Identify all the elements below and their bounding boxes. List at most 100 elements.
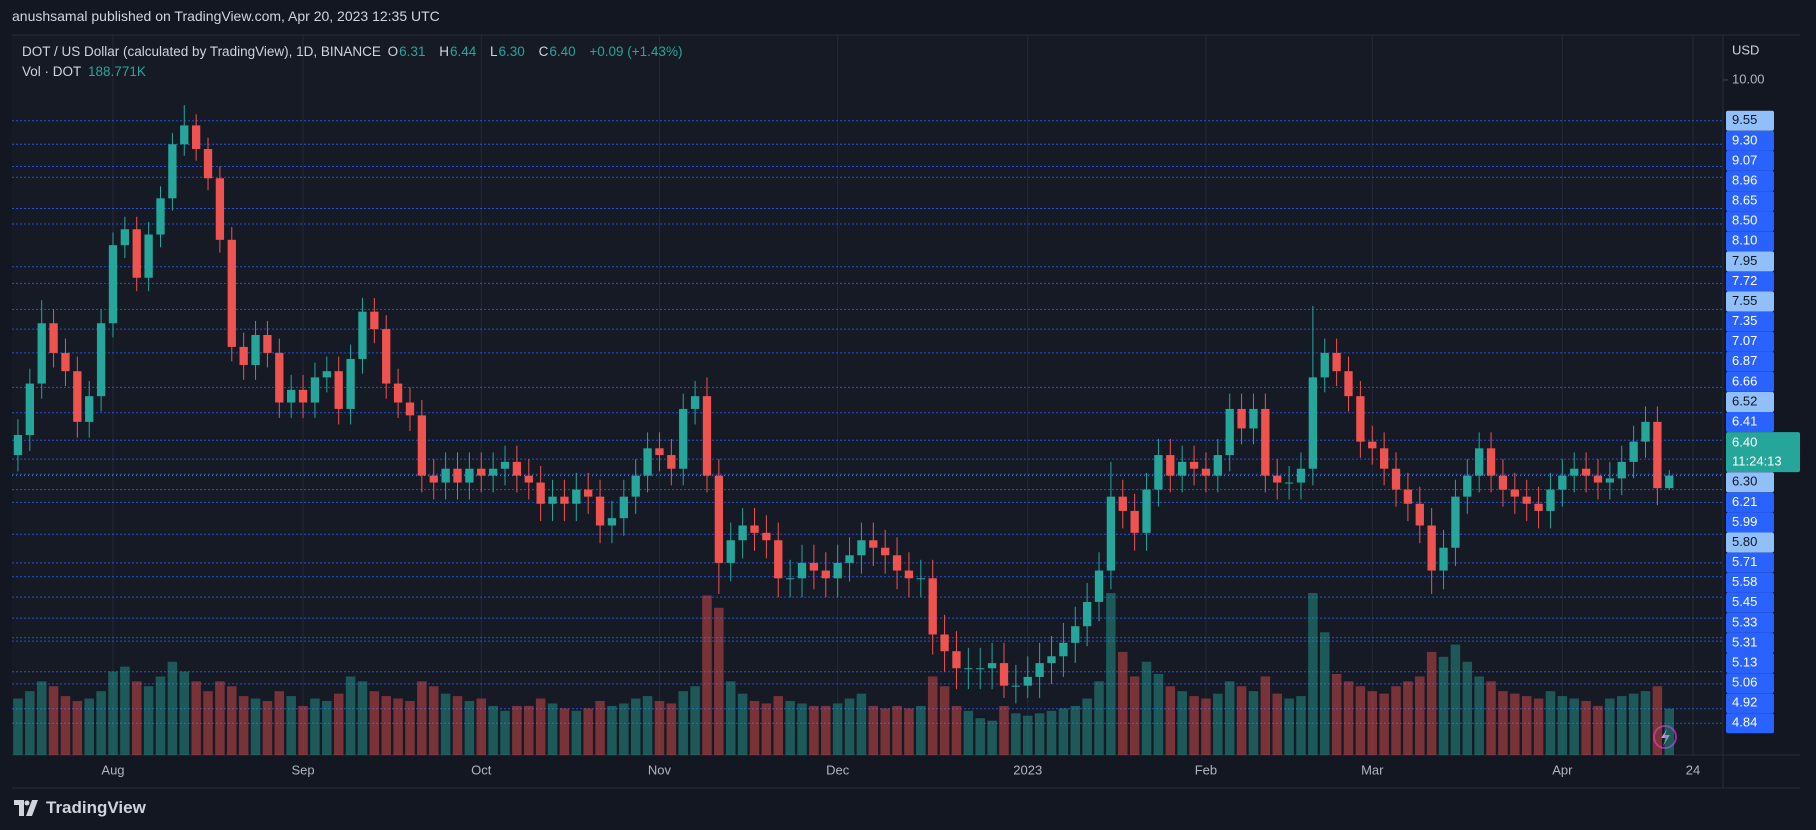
volume-bar — [48, 686, 59, 755]
volume-bar — [274, 691, 285, 755]
candle-body — [1629, 441, 1638, 462]
level-label: 7.95 — [1732, 253, 1757, 268]
volume-title: Vol · DOT — [22, 64, 82, 79]
volume-bar — [476, 698, 487, 755]
candle-body — [37, 323, 46, 384]
volume-bar — [1533, 698, 1544, 755]
candle-body — [1130, 510, 1139, 533]
volume-bar — [1058, 708, 1069, 755]
level-label: 9.07 — [1732, 152, 1757, 167]
candle-body — [1225, 408, 1234, 456]
volume-bar — [939, 686, 950, 755]
level-label: 5.71 — [1732, 554, 1757, 569]
level-label: 5.06 — [1732, 675, 1757, 690]
candle-body — [726, 540, 735, 563]
volume-bar — [1367, 691, 1378, 755]
current-price-box — [1726, 432, 1800, 473]
volume-bar — [535, 698, 546, 755]
volume-bar — [904, 708, 914, 755]
volume-bar — [143, 686, 154, 755]
candle-body — [1439, 547, 1448, 571]
candle-body — [120, 229, 130, 246]
candle-body — [987, 663, 997, 669]
volume-bar — [1486, 681, 1496, 755]
volume-bar — [880, 708, 890, 755]
volume-bar — [428, 686, 439, 755]
candle-body — [132, 229, 141, 278]
candle-body — [370, 311, 379, 330]
candle-body — [1178, 461, 1187, 476]
candle-body — [1403, 489, 1413, 504]
candle-body — [1451, 496, 1460, 548]
candle-body — [1665, 475, 1674, 489]
candle-body — [227, 239, 236, 347]
volume-bar — [987, 720, 997, 755]
candle-body — [572, 489, 581, 504]
volume-bar — [999, 705, 1009, 755]
candle-body — [108, 245, 118, 324]
volume-bar — [809, 705, 819, 755]
level-label: 5.99 — [1732, 514, 1757, 529]
publish-info: anushsamal published on TradingView.com,… — [12, 8, 440, 24]
candle-body — [1261, 408, 1270, 476]
candle-body — [156, 198, 165, 235]
level-label-box — [1726, 171, 1774, 192]
volume-bar — [1616, 696, 1627, 755]
level-label: 6.87 — [1732, 353, 1757, 368]
candle-body — [869, 540, 878, 548]
volume-bar — [832, 703, 843, 755]
candle-body — [762, 532, 771, 541]
volume-bar — [13, 698, 23, 755]
candle-body — [607, 518, 617, 526]
candle-body — [1166, 455, 1175, 476]
candle-body — [1249, 408, 1258, 429]
volume — [13, 593, 1675, 755]
candle-body — [393, 383, 403, 403]
candle-body — [1344, 371, 1353, 397]
volume-bar — [927, 676, 938, 755]
candle-body — [441, 468, 450, 483]
candle-body — [180, 125, 189, 145]
volume-bar — [155, 676, 166, 755]
x-tick-label: Sep — [291, 762, 314, 777]
volume-bar — [1177, 691, 1187, 755]
candle-body — [322, 371, 331, 378]
candle-body — [1558, 475, 1567, 490]
candle-body — [1368, 441, 1377, 449]
level-label-box — [1726, 271, 1774, 292]
legend: DOT / US Dollar (calculated by TradingVi… — [22, 42, 692, 82]
candle-body — [73, 371, 82, 422]
volume-bar — [785, 701, 795, 755]
x-tick-label: Oct — [471, 762, 492, 777]
level-label: 9.55 — [1732, 112, 1757, 127]
volume-bar — [583, 708, 593, 755]
candle-body — [714, 475, 724, 563]
footer[interactable]: TradingView — [14, 798, 146, 818]
level-label: 6.41 — [1732, 413, 1757, 428]
volume-bar — [1082, 698, 1092, 755]
candle-body — [1356, 396, 1365, 442]
level-label-box — [1726, 291, 1774, 312]
candle-body — [584, 489, 593, 497]
candle-body — [1213, 455, 1222, 476]
y-tick-label: 10.00 — [1732, 71, 1765, 86]
level-label-box — [1726, 632, 1774, 653]
candle-body — [1415, 503, 1424, 526]
volume-bar — [678, 691, 688, 755]
candle-body — [881, 547, 890, 556]
candle-body — [96, 323, 106, 397]
candle-body — [655, 448, 664, 456]
volume-bar — [797, 703, 807, 755]
x-tick-label: 24 — [1686, 762, 1700, 777]
alert-circle — [1653, 725, 1677, 749]
candle-body — [976, 668, 985, 670]
alert-icon[interactable] — [1653, 725, 1677, 749]
level-label: 7.72 — [1732, 273, 1757, 288]
y-axis-label: USD — [1732, 42, 1759, 57]
candle-body — [797, 562, 807, 579]
level-label-box — [1726, 673, 1774, 694]
volume-bar — [1438, 656, 1449, 755]
x-tick-label: Aug — [101, 762, 124, 777]
candle-body — [619, 496, 628, 519]
